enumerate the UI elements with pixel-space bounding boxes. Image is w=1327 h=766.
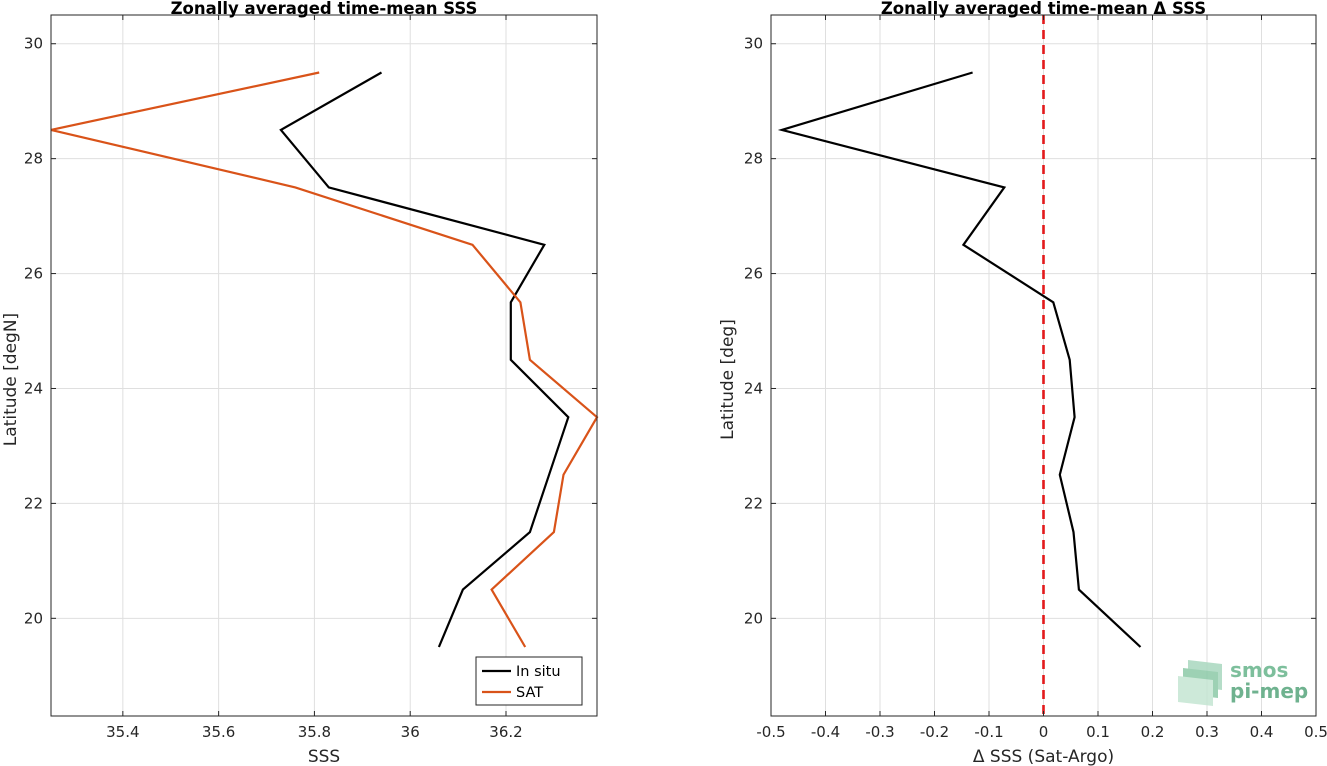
delta-x-tick-label: -0.5 <box>756 723 785 741</box>
delta-sss-panel: -0.5 -0.4 -0.3 -0.2 -0.1 0 0.1 0.2 0.3 0.4 0.5 202… <box>718 0 1327 766</box>
sss-y-tick-label: 22 <box>24 494 43 512</box>
sss-y-tick-label: 30 <box>24 35 43 53</box>
delta-x-tick-label: -0.4 <box>811 723 840 741</box>
legend-label-in-situ: In situ <box>516 664 561 680</box>
delta-y-tick-label: 20 <box>744 609 763 627</box>
logo-text-smos: smos <box>1230 658 1288 682</box>
sss-y-tick-label: 20 <box>24 609 43 627</box>
delta-y-tick-label: 30 <box>744 35 763 53</box>
delta-x-tick-label: 0.2 <box>1141 723 1165 741</box>
logo-wave-icon <box>1178 660 1222 706</box>
sss-x-tick-label: 36.2 <box>489 723 522 741</box>
delta-y-tick-label: 22 <box>744 494 763 512</box>
delta-x-tick-label: -0.1 <box>974 723 1003 741</box>
sss-series <box>50 71 599 648</box>
sss-axes-frame <box>50 14 598 717</box>
legend-label-sat: SAT <box>516 685 543 701</box>
sss-x-tick-label: 35.4 <box>106 723 139 741</box>
smos-pimep-logo: smos pi-mep <box>1178 658 1308 706</box>
sss-y-tick-label: 28 <box>24 150 43 168</box>
delta-series-line-0 <box>777 71 1142 648</box>
logo-text-pimep: pi-mep <box>1230 679 1308 703</box>
delta-y-tick-label: 26 <box>744 265 763 283</box>
sss-series-line-in-situ <box>279 71 570 648</box>
delta-y-tick-label: 28 <box>744 150 763 168</box>
sss-chart-title: Zonally averaged time-mean SSS <box>171 0 478 18</box>
delta-x-tick-label: 0 <box>1039 723 1049 741</box>
sss-y-tick-label: 26 <box>24 265 43 283</box>
sss-y-tick-label: 24 <box>24 379 43 397</box>
delta-series <box>777 71 1142 648</box>
delta-y-axis-label: Latitude [deg] <box>718 319 738 440</box>
delta-y-tick-label: 24 <box>744 379 763 397</box>
legend-box <box>475 656 583 706</box>
sss-y-ticks: 20 22 24 26 28 30 <box>24 35 597 627</box>
delta-x-tick-label: 0.1 <box>1086 723 1110 741</box>
sss-grid <box>51 15 597 716</box>
delta-x-axis-label: Δ SSS (Sat-Argo) <box>973 747 1114 766</box>
sss-x-tick-label: 35.8 <box>298 723 331 741</box>
sss-x-tick-label: 36 <box>401 723 420 741</box>
sss-panel: 35.4 35.6 35.8 36 36.2 20 22 24 26 28 30 Zonally … <box>1 0 599 766</box>
delta-x-tick-label: 0.3 <box>1195 723 1219 741</box>
sss-legend: In situ SAT <box>475 656 583 706</box>
delta-x-tick-label: 0.5 <box>1304 723 1327 741</box>
delta-chart-title: Zonally averaged time-mean Δ SSS <box>881 0 1206 18</box>
delta-x-tick-label: -0.3 <box>865 723 894 741</box>
delta-x-tick-label: -0.2 <box>920 723 949 741</box>
sss-x-axis-label: SSS <box>308 747 340 766</box>
delta-y-ticks: 20 22 24 26 28 30 <box>744 35 1316 627</box>
delta-x-ticks: -0.5 -0.4 -0.3 -0.2 -0.1 0 0.1 0.2 0.3 0.4 0.5 <box>756 15 1327 741</box>
sss-series-line-sat <box>50 71 599 648</box>
sss-y-axis-label: Latitude [degN] <box>1 313 21 446</box>
delta-x-tick-label: 0.4 <box>1250 723 1274 741</box>
sss-x-tick-label: 35.6 <box>202 723 235 741</box>
sss-x-ticks: 35.4 35.6 35.8 36 36.2 <box>106 15 523 741</box>
